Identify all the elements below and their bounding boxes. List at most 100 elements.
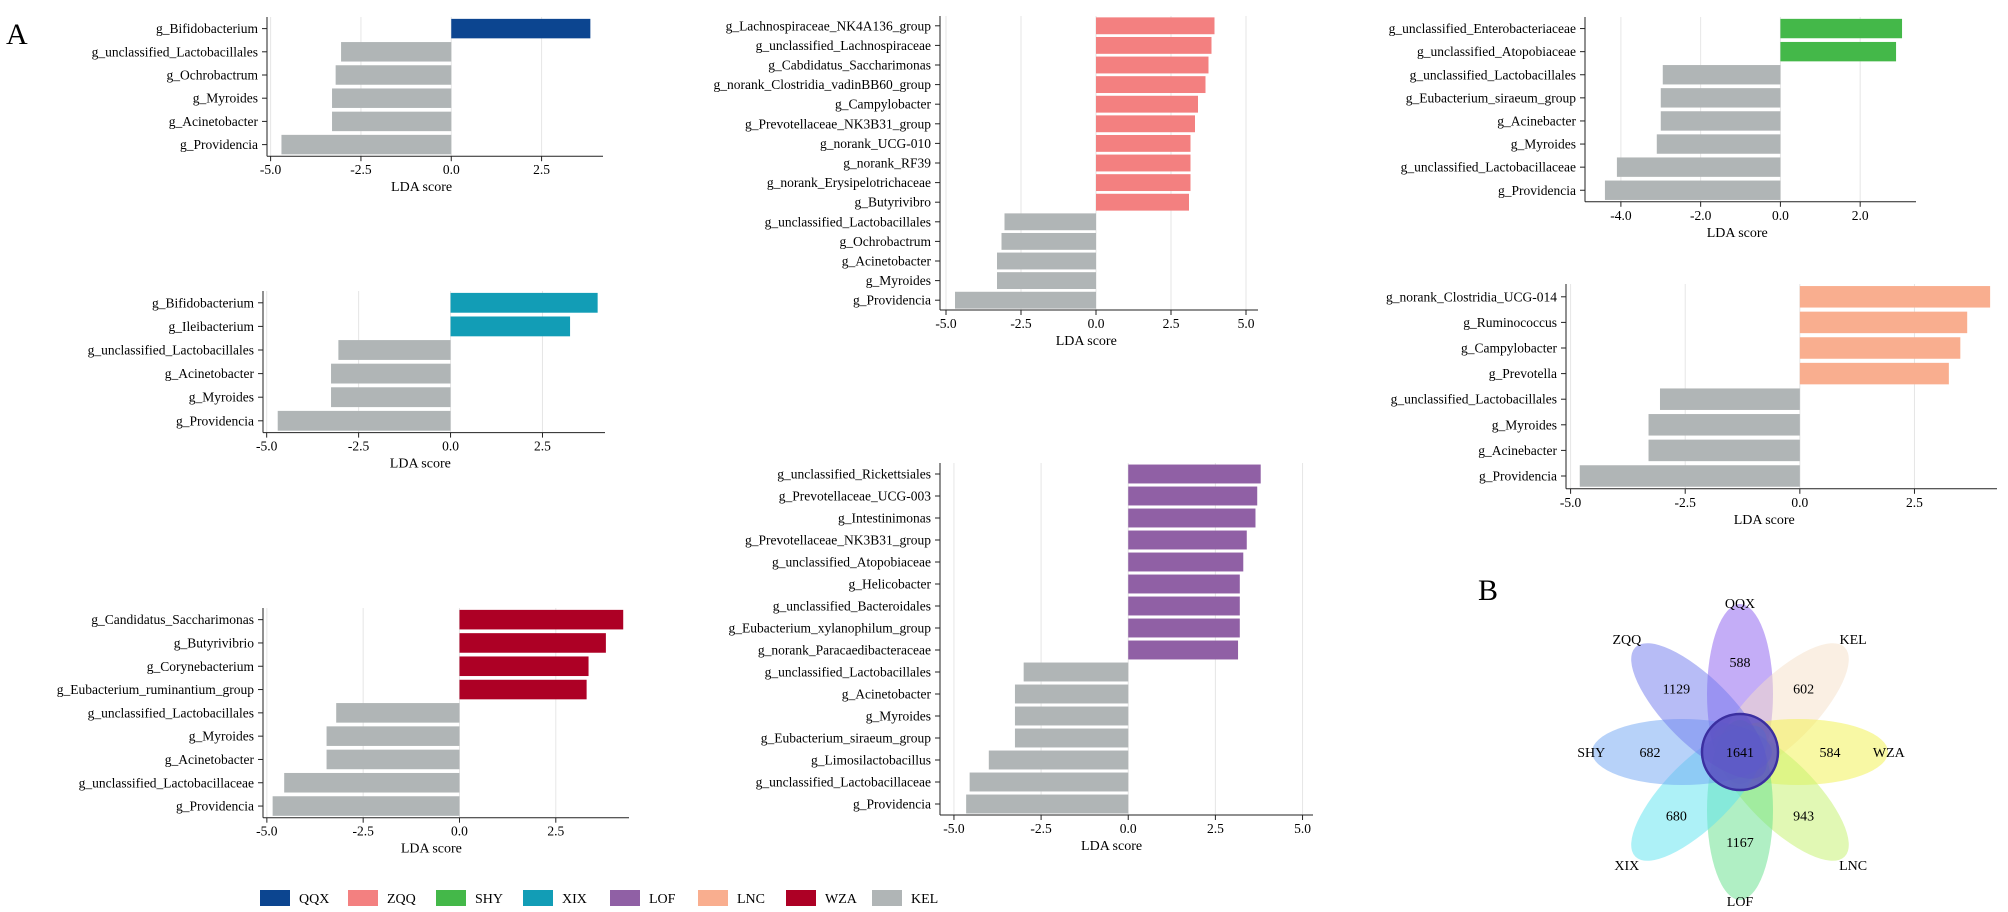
- bar-g_unclassified_Bacteroidales: [1128, 596, 1240, 616]
- bar-g_Lachnospiraceae_NK4A136_group: [1096, 17, 1215, 35]
- category-label: g_norank_Paracaedibacteraceae: [758, 643, 931, 658]
- bar-g_Butyrivibrio: [459, 633, 606, 653]
- x-tick-label: 0.0: [1791, 495, 1808, 510]
- bar-g_Acinebacter: [1648, 439, 1800, 462]
- category-label: g_Providencia: [853, 797, 931, 812]
- bar-g_Providencia: [272, 796, 460, 816]
- category-label: g_Candidatus_Saccharimonas: [91, 612, 254, 627]
- category-label: g_unclassified_Enterobacteriaceae: [1389, 21, 1576, 36]
- category-label: g_Prevotella: [1489, 366, 1557, 381]
- lda-chart-wza_kel: g_Candidatus_Saccharimonas g_Butyrivibrio…: [57, 608, 629, 857]
- bar-g_Ruminococcus: [1799, 311, 1968, 334]
- lda-chart-qqx_kel: g_Bifidobacterium g_unclassified_Lactobac…: [92, 17, 603, 195]
- bar-g_Myroides: [1648, 414, 1800, 436]
- legend-label-kel: KEL: [911, 892, 938, 907]
- bar-g_Myroides: [326, 726, 460, 746]
- x-axis-title: LDA score: [1707, 226, 1768, 241]
- x-tick-label: 2.5: [533, 162, 550, 177]
- x-tick-label: -2.0: [1690, 208, 1712, 223]
- category-label: g_unclassified_Lactobacillales: [1391, 392, 1557, 407]
- bar-g_Bifidobacterium: [450, 292, 598, 313]
- bar-g_Ochrobactrum: [1001, 232, 1096, 250]
- category-label: g_Myroides: [866, 709, 931, 724]
- bar-g_Limosilactobacillus: [988, 750, 1129, 770]
- bar-g_Butyrivibro: [1096, 193, 1189, 211]
- category-label: g_Campylobacter: [1461, 341, 1557, 356]
- category-label: g_Myroides: [189, 390, 254, 405]
- category-label: g_unclassified_Lactobacillaceae: [756, 775, 931, 790]
- x-tick-label: -4.0: [1610, 208, 1632, 223]
- bar-g_unclassified_Lactobacillales: [338, 340, 451, 360]
- x-tick-label: 0.0: [1772, 208, 1789, 223]
- category-label: g_Acinetobacter: [842, 687, 932, 702]
- category-label: g_Limosilactobacillus: [811, 753, 931, 768]
- category-label: g_Corynebacterium: [147, 659, 255, 674]
- x-axis-title: LDA score: [401, 842, 462, 857]
- category-label: g_Myroides: [1511, 137, 1576, 152]
- bar-g_unclassified_Lactobacillaceae: [1616, 157, 1781, 177]
- bar-g_Acinebacter: [1660, 111, 1781, 131]
- bar-g_unclassified_Atopobiaceae: [1780, 41, 1897, 62]
- x-tick-label: 0.0: [451, 824, 468, 839]
- bar-g_unclassified_Lactobacillales: [1004, 213, 1096, 231]
- venn-core: [1700, 712, 1780, 792]
- bar-g_unclassified_Lactobacillaceae: [284, 772, 460, 793]
- x-tick-label: 2.0: [1852, 208, 1869, 223]
- x-tick-label: 5.0: [1238, 316, 1255, 331]
- category-label: g_Cabdidatus_Saccharimonas: [768, 58, 931, 73]
- bar-g_Myroides: [1014, 706, 1129, 726]
- x-tick-label: -2.5: [1030, 821, 1052, 836]
- venn-count-lnc: 943: [1793, 810, 1814, 825]
- venn-name-zqq: ZQQ: [1612, 633, 1641, 648]
- panel-label-b: B: [1478, 574, 1498, 607]
- category-label: g_Eubacterium_siraeum_group: [761, 731, 931, 746]
- category-label: g_Eubacterium_xylanophilum_group: [729, 621, 932, 636]
- category-label: g_Providencia: [1479, 469, 1557, 484]
- x-axis-title: LDA score: [390, 457, 451, 472]
- category-label: g_Acinetobacter: [165, 752, 255, 767]
- bar-g_Candidatus_Saccharimonas: [459, 609, 624, 630]
- legend-label-lof: LOF: [649, 892, 676, 907]
- x-axis-title: LDA score: [391, 180, 452, 195]
- bar-g_Eubacterium_ruminantium_group: [459, 679, 587, 700]
- venn-name-xix: XIX: [1614, 859, 1639, 874]
- panel-label-a: A: [6, 18, 28, 51]
- category-label: g_Acinetobacter: [165, 366, 255, 381]
- bar-g_unclassified_Lactobacillales: [341, 42, 452, 62]
- bar-g_Providencia: [1604, 180, 1781, 200]
- bar-g_Myroides: [331, 387, 451, 408]
- bar-g_Corynebacterium: [459, 656, 589, 677]
- category-label: g_Providencia: [176, 799, 254, 814]
- category-label: g_Ruminococcus: [1463, 315, 1557, 330]
- category-label: g_Myroides: [193, 91, 258, 106]
- bar-g_Prevotellaceae_UCG-003: [1128, 486, 1258, 506]
- bar-g_Acinetobacter: [326, 749, 460, 770]
- legend-label-zqq: ZQQ: [387, 892, 416, 907]
- legend-swatch-lnc: [698, 890, 728, 906]
- venn-name-wza: WZA: [1873, 746, 1906, 761]
- bar-g_norank_RF39: [1096, 154, 1191, 172]
- bar-g_norank_Paracaedibacteraceae: [1128, 640, 1239, 660]
- bar-g_Campylobacter: [1096, 95, 1198, 113]
- bar-g_Helicobacter: [1128, 574, 1240, 594]
- bar-g_norank_UCG-010: [1096, 134, 1191, 152]
- bar-g_Providencia: [1579, 465, 1800, 487]
- category-label: g_Providencia: [176, 413, 254, 428]
- x-tick-label: -5.0: [260, 162, 282, 177]
- x-tick-label: 2.5: [534, 439, 551, 454]
- lda-chart-xix_kel: g_Bifidobacterium g_Ileibacterium g_unclas…: [88, 291, 605, 472]
- category-label: g_unclassified_Lachnospiraceae: [756, 38, 931, 53]
- x-tick-label: 5.0: [1294, 821, 1311, 836]
- bar-g_Providencia: [966, 794, 1129, 814]
- category-label: g_unclassified_Lactobacillaceae: [79, 775, 254, 790]
- category-label: g_Prevotellaceae_NK3B31_group: [745, 116, 931, 131]
- bar-g_Myroides: [332, 88, 452, 108]
- category-label: g_unclassified_Lactobacillales: [765, 214, 931, 229]
- bar-g_Eubacterium_siraeum_group: [1660, 88, 1781, 108]
- legend-swatch-shy: [436, 890, 466, 906]
- x-tick-label: 0.0: [1120, 821, 1137, 836]
- lda-chart-zqq_kel: g_Lachnospiraceae_NK4A136_group g_unclass…: [714, 16, 1258, 349]
- category-label: g_Ochrobactrum: [840, 234, 932, 249]
- bar-g_unclassified_Lactobacillales: [1659, 388, 1800, 410]
- venn-count-kel: 602: [1793, 682, 1814, 697]
